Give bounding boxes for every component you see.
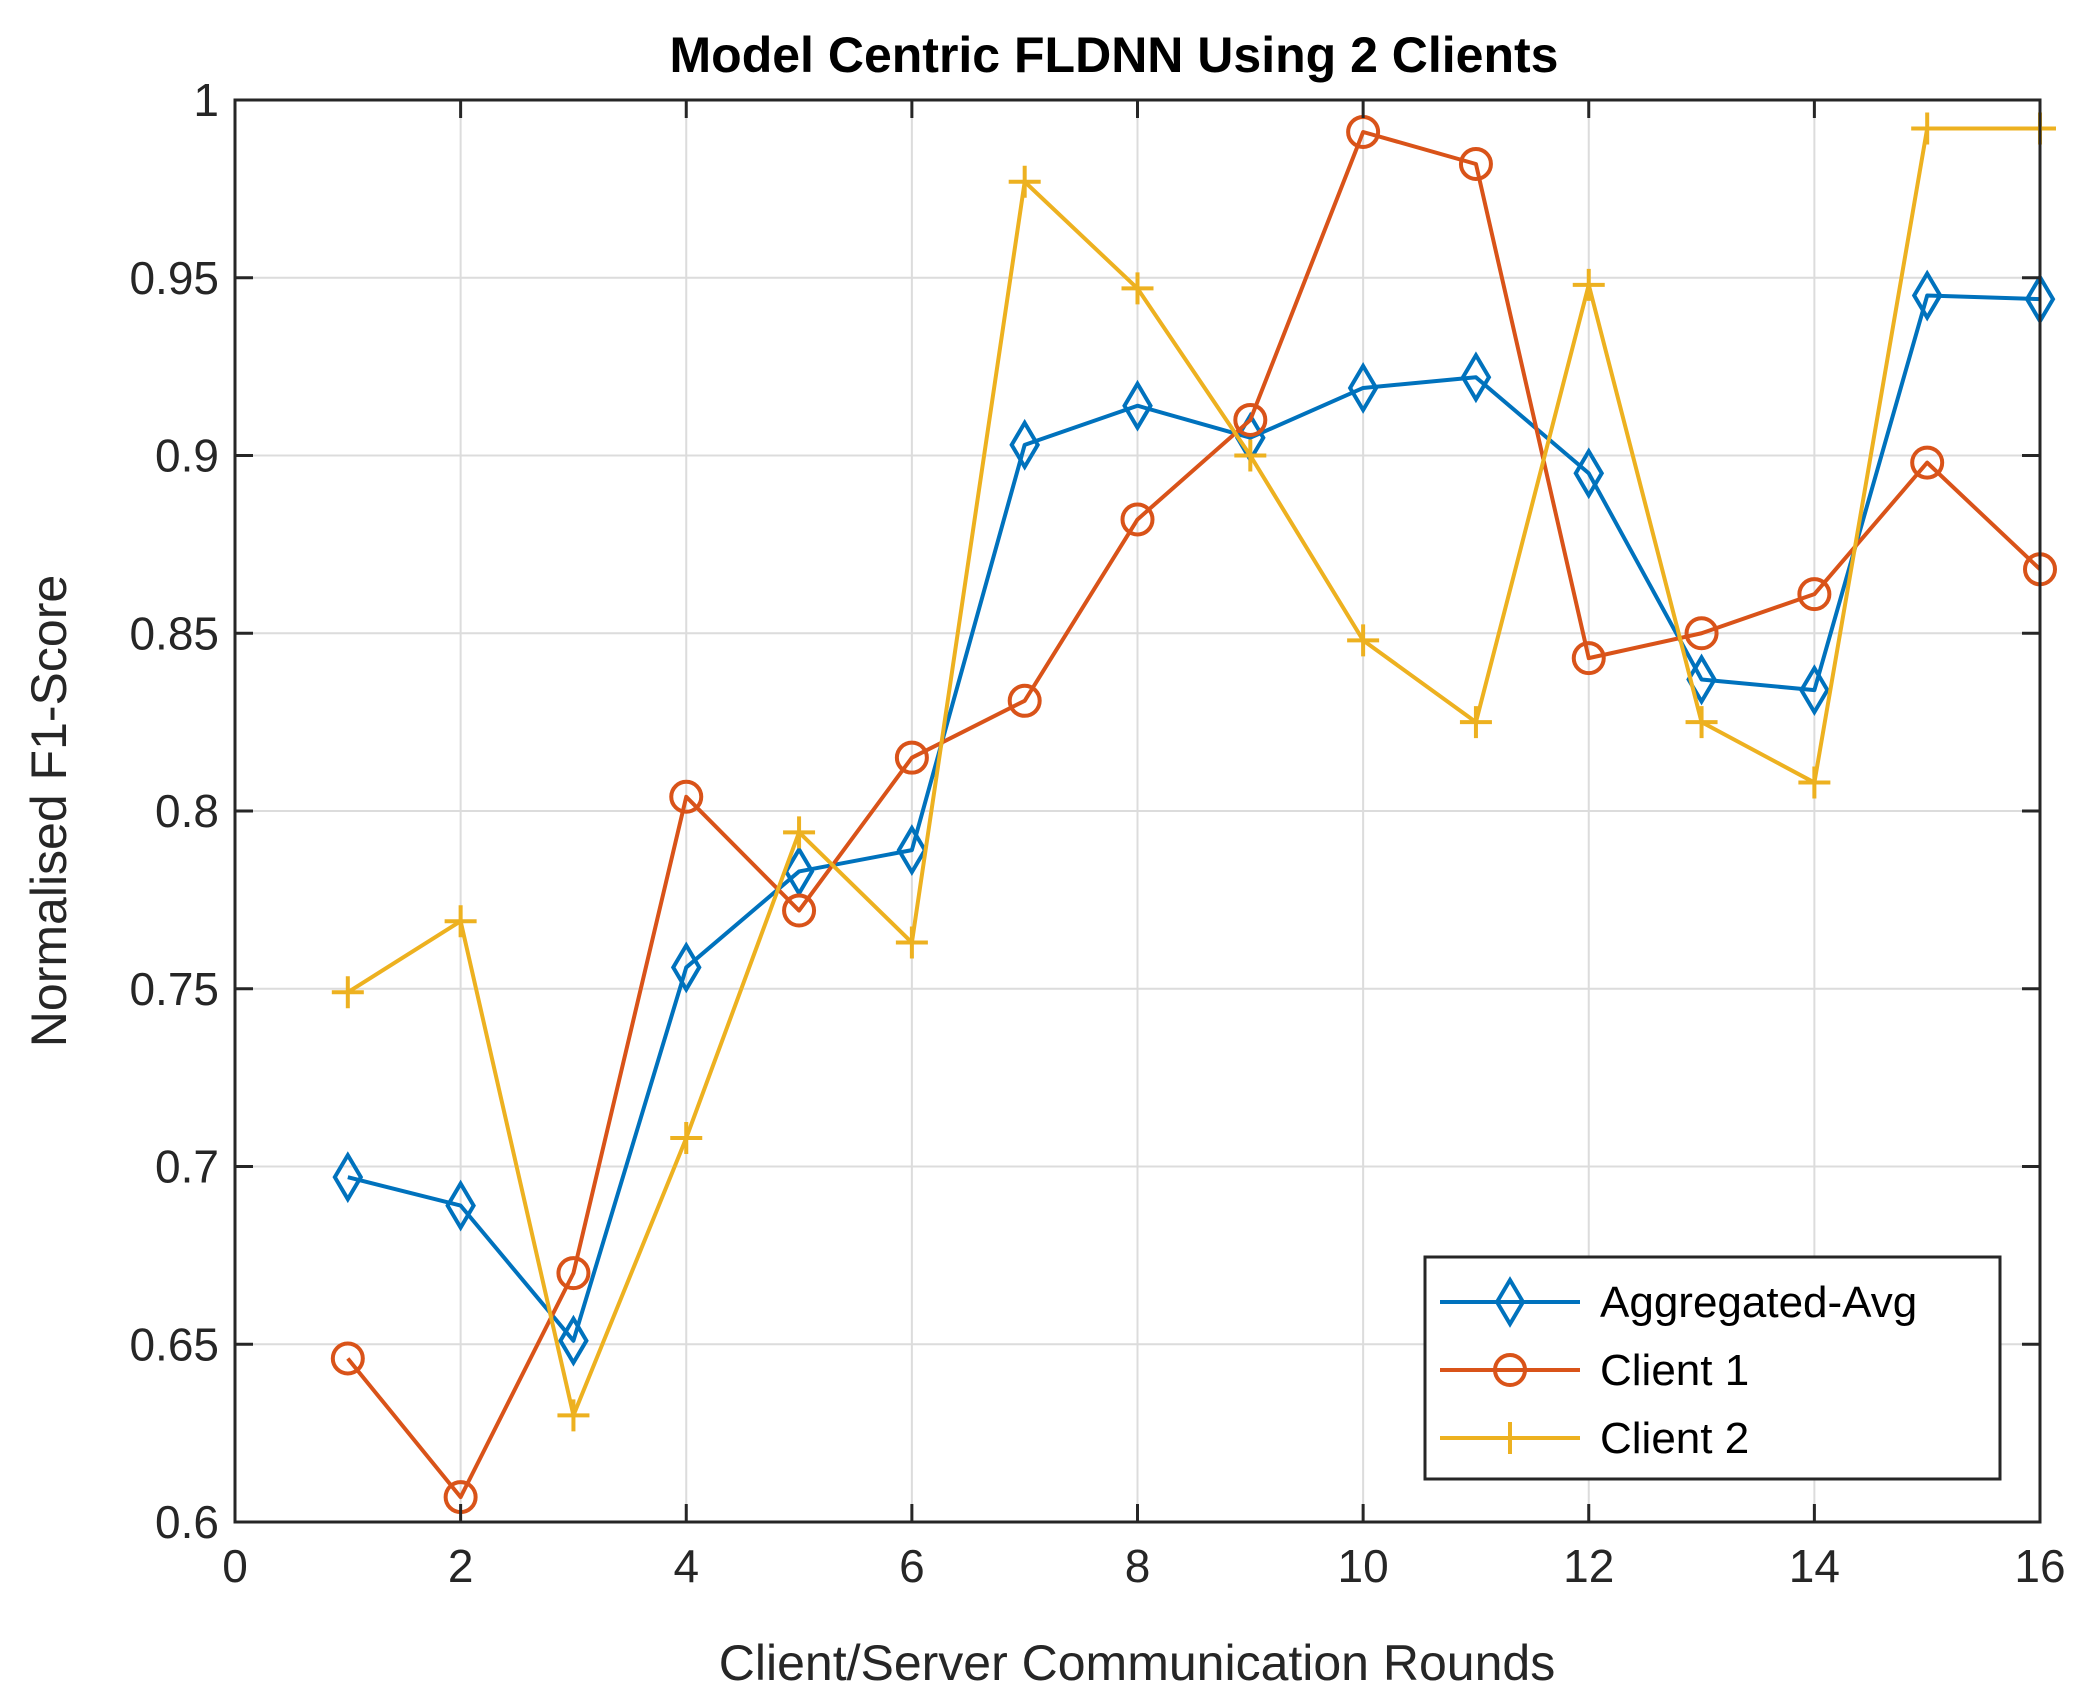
y-tick-label: 0.8 [155, 785, 219, 837]
data-point [444, 905, 477, 938]
data-point [896, 824, 928, 877]
data-point [1347, 362, 1379, 414]
data-point [783, 845, 815, 898]
data-point [1573, 447, 1605, 500]
data-point [557, 1399, 590, 1432]
data-point [1233, 402, 1268, 437]
x-tick-label: 2 [448, 1540, 474, 1592]
x-axis-label: Client/Server Communication Rounds [719, 1635, 1555, 1691]
y-tick-label: 0.85 [129, 607, 219, 659]
legend: Aggregated-Avg Client 1 Client 2 [1423, 1255, 2002, 1481]
data-point [445, 1179, 476, 1232]
series-client-2 [331, 112, 2056, 1432]
y-tick-label: 0.9 [155, 430, 219, 482]
data-point [332, 1151, 364, 1204]
series-line [346, 126, 2040, 1418]
data-point [1911, 269, 1943, 322]
data-point [1460, 351, 1492, 404]
legend-item: Aggregated-Avg [1440, 1276, 1917, 1328]
data-point [1572, 268, 1605, 301]
y-tick-label: 0.7 [155, 1141, 219, 1193]
data-point [894, 740, 929, 775]
data-point [895, 926, 928, 959]
y-tick-label: 0.75 [129, 963, 219, 1015]
legend-label: Client 1 [1600, 1346, 1749, 1395]
series-line [347, 293, 2041, 1343]
data-point [1571, 641, 1606, 676]
data-point [1799, 664, 1830, 717]
x-tick-label: 14 [1789, 1540, 1840, 1592]
data-point [1797, 577, 1832, 612]
legend-item: Client 1 [1440, 1346, 1749, 1395]
data-point [1121, 272, 1154, 305]
data-point [783, 816, 816, 849]
x-tick-label: 8 [1125, 1540, 1151, 1592]
legend-marker [1494, 1276, 1526, 1328]
data-point [1234, 439, 1267, 472]
data-point [1007, 683, 1042, 718]
data-point [1798, 766, 1831, 799]
data-point [1009, 418, 1041, 471]
data-point [556, 1256, 591, 1291]
data-point [1686, 653, 1717, 706]
x-tick-label: 6 [899, 1540, 925, 1592]
legend-item: Client 2 [1440, 1414, 1749, 1463]
x-tick-label: 0 [222, 1540, 248, 1592]
y-tick-label: 0.6 [155, 1496, 219, 1548]
data-point [558, 1314, 589, 1367]
x-tick-label: 16 [2014, 1540, 2065, 1592]
legend-marker [1494, 1422, 1526, 1454]
data-point [1459, 706, 1492, 739]
data-point [1910, 445, 1945, 480]
data-point [1122, 379, 1153, 432]
x-tick-label: 4 [673, 1540, 699, 1592]
data-point [1911, 112, 1944, 145]
data-point [1458, 146, 1493, 181]
y-tick-label: 1 [193, 74, 219, 126]
data-point [330, 1341, 365, 1376]
data-point [670, 1122, 703, 1155]
x-tick-label: 10 [1338, 1540, 1389, 1592]
data-point [669, 779, 704, 814]
data-point [1347, 624, 1380, 657]
series-line [346, 129, 2042, 1500]
chart-title: Model Centric FLDNN Using 2 Clients [670, 27, 1559, 83]
data-point [1684, 616, 1719, 651]
legend-label: Client 2 [1600, 1414, 1749, 1463]
legend-marker [1493, 1353, 1527, 1387]
data-point [782, 893, 817, 928]
data-point [670, 941, 702, 994]
data-point [1120, 502, 1155, 537]
y-tick-label: 0.95 [129, 252, 219, 304]
data-point [1685, 706, 1718, 739]
y-tick-label: 0.65 [129, 1318, 219, 1370]
data-point [1008, 165, 1041, 198]
x-tick-label: 12 [1563, 1540, 1614, 1592]
data-point [331, 976, 364, 1009]
y-axis-label: Normalised F1-Score [21, 575, 77, 1047]
legend-label: Aggregated-Avg [1600, 1278, 1917, 1327]
